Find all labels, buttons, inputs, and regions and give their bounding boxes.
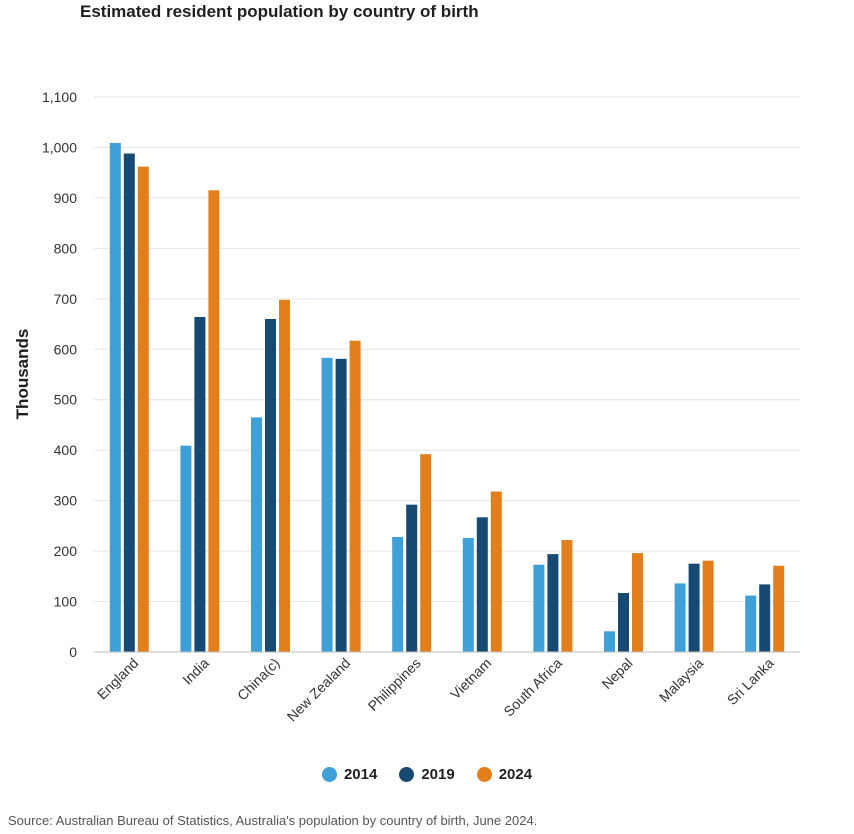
y-tick-label: 200 — [54, 543, 78, 559]
bar-nepal-2024 — [632, 553, 643, 652]
x-axis-ticks: England India China(c) New Zealand Philippin… — [94, 655, 777, 725]
bar-new-zealand-2024 — [349, 340, 361, 652]
y-tick-label: 900 — [54, 190, 78, 206]
bar-vietnam-2019 — [476, 517, 488, 652]
bar-philippines-2024 — [420, 454, 432, 652]
bar-india-2024 — [208, 190, 220, 652]
bars — [109, 142, 785, 653]
legend-label-2014: 2014 — [343, 765, 378, 783]
x-tick-label: Malaysia — [656, 655, 707, 706]
y-tick-label: 700 — [54, 291, 78, 307]
bar-south-africa-2024 — [561, 539, 573, 652]
y-tick-label: 600 — [54, 341, 78, 357]
y-tick-label: 300 — [54, 493, 78, 509]
y-tick-label: 0 — [69, 644, 77, 660]
x-tick-label: England — [94, 655, 142, 703]
bar-sri-lanka-2024 — [773, 565, 785, 652]
bar-vietnam-2024 — [490, 491, 502, 652]
y-tick-label: 500 — [54, 392, 78, 408]
y-axis-label: Thousands — [13, 329, 32, 420]
bar-malaysia-2024 — [702, 560, 714, 652]
x-tick-label: India — [179, 655, 212, 688]
bar-india-2014 — [180, 445, 192, 652]
legend: 2014 2019 2024 — [0, 762, 854, 786]
y-tick-label: 400 — [54, 442, 78, 458]
bar-malaysia-2019 — [688, 563, 700, 652]
bar-china-c--2014 — [251, 417, 262, 652]
bar-china-c--2019 — [265, 319, 276, 652]
x-tick-label: Philippines — [365, 655, 424, 714]
bar-sri-lanka-2014 — [745, 595, 757, 652]
legend-label-2024: 2024 — [498, 765, 533, 783]
bar-philippines-2014 — [392, 536, 404, 652]
x-tick-label: Vietnam — [447, 655, 494, 702]
y-tick-label: 100 — [54, 594, 78, 610]
bar-new-zealand-2019 — [335, 358, 347, 652]
bar-south-africa-2014 — [533, 564, 545, 652]
bar-new-zealand-2014 — [321, 357, 333, 652]
bar-china-c--2024 — [279, 299, 290, 652]
y-tick-label: 1,000 — [42, 139, 77, 155]
bar-sri-lanka-2019 — [759, 584, 771, 652]
x-tick-label: South Africa — [500, 655, 565, 720]
bar-england-2024 — [137, 166, 149, 653]
x-tick-label: Nepal — [598, 655, 635, 692]
bar-england-2019 — [123, 153, 135, 652]
y-tick-label: 800 — [54, 240, 78, 256]
y-axis-ticks: 0 100 200 300 400 500 600 700 800 900 1,000 1,100 — [42, 89, 77, 660]
legend-item-2024: 2024 — [476, 765, 533, 783]
bar-india-2019 — [194, 316, 206, 652]
legend-swatch-2019 — [399, 766, 415, 782]
x-tick-label: New Zealand — [284, 655, 354, 725]
bar-philippines-2019 — [406, 504, 418, 652]
y-tick-label: 1,100 — [42, 89, 77, 105]
bar-england-2014 — [109, 142, 121, 652]
bar-malaysia-2014 — [674, 583, 686, 652]
bar-nepal-2019 — [618, 592, 629, 652]
bar-chart: 0 100 200 300 400 500 600 700 800 900 1,000 1,100 E… — [13, 89, 800, 725]
source-note: Source: Australian Bureau of Statistics,… — [8, 813, 538, 828]
bar-nepal-2014 — [604, 631, 615, 652]
x-tick-label: China(c) — [234, 655, 283, 704]
legend-swatch-2014 — [321, 766, 337, 782]
x-tick-label: Sri Lanka — [724, 655, 777, 708]
legend-label-2019: 2019 — [421, 765, 455, 783]
legend-swatch-2024 — [476, 766, 492, 782]
bar-vietnam-2014 — [462, 537, 474, 652]
chart-title: Estimated resident population by country… — [80, 2, 479, 21]
bar-south-africa-2019 — [547, 554, 559, 652]
legend-item-2014: 2014 — [321, 765, 378, 783]
legend-item-2019: 2019 — [399, 765, 455, 783]
